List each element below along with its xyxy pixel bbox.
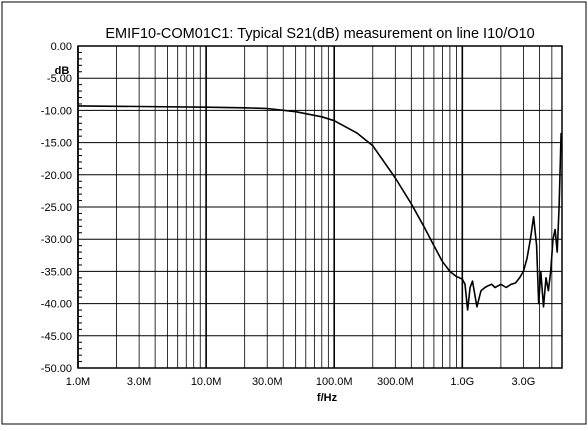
x-tick-label: 100.0M xyxy=(316,376,353,388)
y-tick-label: 0.00 xyxy=(51,41,72,53)
chart-title: EMIF10-COM01C1: Typical S21(dB) measurem… xyxy=(105,26,534,42)
x-tick-labels: 1.0M 3.0M 10.0M 30.0M 100.0M 300.0M 1.0G 3.0G xyxy=(66,376,536,388)
y-tick-label: -10.00 xyxy=(41,105,72,117)
plot-area-border xyxy=(77,45,563,369)
x-tick-label: 30.0M xyxy=(252,376,283,388)
y-tick-label: -25.00 xyxy=(41,202,72,214)
y-tick-label: -20.00 xyxy=(41,170,72,182)
y-axis-label: dB xyxy=(55,65,70,77)
x-tick-label: 300.0M xyxy=(377,376,414,388)
y-tick-labels: 0.00 -5.00 -10.00 -15.00 -20.00 -25.00 -30.00 -… xyxy=(41,41,72,375)
y-tick-label: -5.00 xyxy=(47,73,72,85)
x-tick-label: 3.0G xyxy=(512,376,536,388)
y-tick-label: -40.00 xyxy=(41,299,72,311)
y-tick-label: -30.00 xyxy=(41,234,72,246)
x-tick-label: 1.0M xyxy=(66,376,90,388)
x-tick-label: 3.0M xyxy=(127,376,151,388)
y-tick-label: -15.00 xyxy=(41,138,72,150)
x-tick-label: 10.0M xyxy=(191,376,222,388)
y-tick-label: -45.00 xyxy=(41,331,72,343)
y-tick-label: -50.00 xyxy=(41,363,72,375)
y-tick-label: -35.00 xyxy=(41,266,72,278)
x-axis-label: f/Hz xyxy=(317,392,338,404)
series-layer xyxy=(77,105,562,311)
x-tick-label: 1.0G xyxy=(450,376,474,388)
s21-series-line xyxy=(77,105,562,311)
